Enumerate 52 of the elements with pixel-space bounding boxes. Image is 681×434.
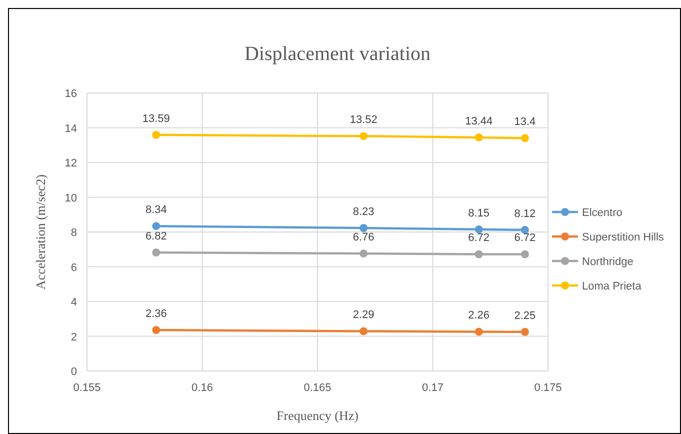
x-tick-label: 0.175 <box>534 382 562 394</box>
point <box>474 250 483 258</box>
point <box>520 250 529 258</box>
x-tick-label: 0.16 <box>192 382 213 394</box>
data-label: 13.52 <box>350 114 378 126</box>
y-tick-label: 10 <box>64 192 77 204</box>
y-tick-label: 14 <box>64 122 77 135</box>
point <box>520 134 529 142</box>
data-label: 8.12 <box>514 208 536 220</box>
data-label: 6.76 <box>352 232 374 244</box>
chart-title: Displacement variation <box>244 43 431 65</box>
point <box>360 250 368 258</box>
data-label: 2.29 <box>352 309 374 322</box>
legend-label: Loma Prieta <box>582 280 642 292</box>
data-label: 8.15 <box>468 207 490 220</box>
y-tick-label: 12 <box>64 158 77 170</box>
point <box>360 327 368 336</box>
y-tick-label: 4 <box>70 296 77 308</box>
point <box>360 224 368 232</box>
data-label: 8.34 <box>145 204 167 216</box>
data-label: 2.25 <box>514 310 536 322</box>
data-label: 2.26 <box>468 310 490 322</box>
point <box>152 222 160 230</box>
data-label: 8.23 <box>352 206 374 218</box>
y-axis-title: Acceleration (m/sec2) <box>33 174 48 290</box>
y-tick-label: 8 <box>70 227 77 239</box>
point <box>152 248 160 257</box>
data-label: 6.82 <box>145 230 167 243</box>
data-label: 13.59 <box>142 112 170 125</box>
legend-label: Superstition Hills <box>582 232 664 244</box>
point <box>474 328 483 336</box>
legend-label: Northridge <box>582 256 634 268</box>
y-tick-label: 2 <box>70 331 77 344</box>
legend-label: Elcentro <box>582 207 622 219</box>
x-tick-label: 0.17 <box>422 382 444 394</box>
point <box>152 130 160 139</box>
data-label: 6.72 <box>468 232 490 244</box>
point <box>474 133 483 142</box>
point <box>152 326 160 334</box>
data-label: 6.72 <box>514 232 536 244</box>
data-label: 13.44 <box>465 115 493 128</box>
y-tick-label: 0 <box>70 366 77 378</box>
y-tick-label: 6 <box>70 262 77 274</box>
x-axis-title: Frequency (Hz) <box>276 408 358 423</box>
data-label: 2.36 <box>145 308 167 320</box>
point <box>474 225 483 234</box>
point <box>520 328 529 336</box>
y-tick-label: 16 <box>64 88 77 100</box>
x-tick-label: 0.155 <box>73 382 101 394</box>
point <box>360 132 368 140</box>
data-label: 13.4 <box>514 116 536 128</box>
x-tick-label: 0.165 <box>304 382 332 394</box>
